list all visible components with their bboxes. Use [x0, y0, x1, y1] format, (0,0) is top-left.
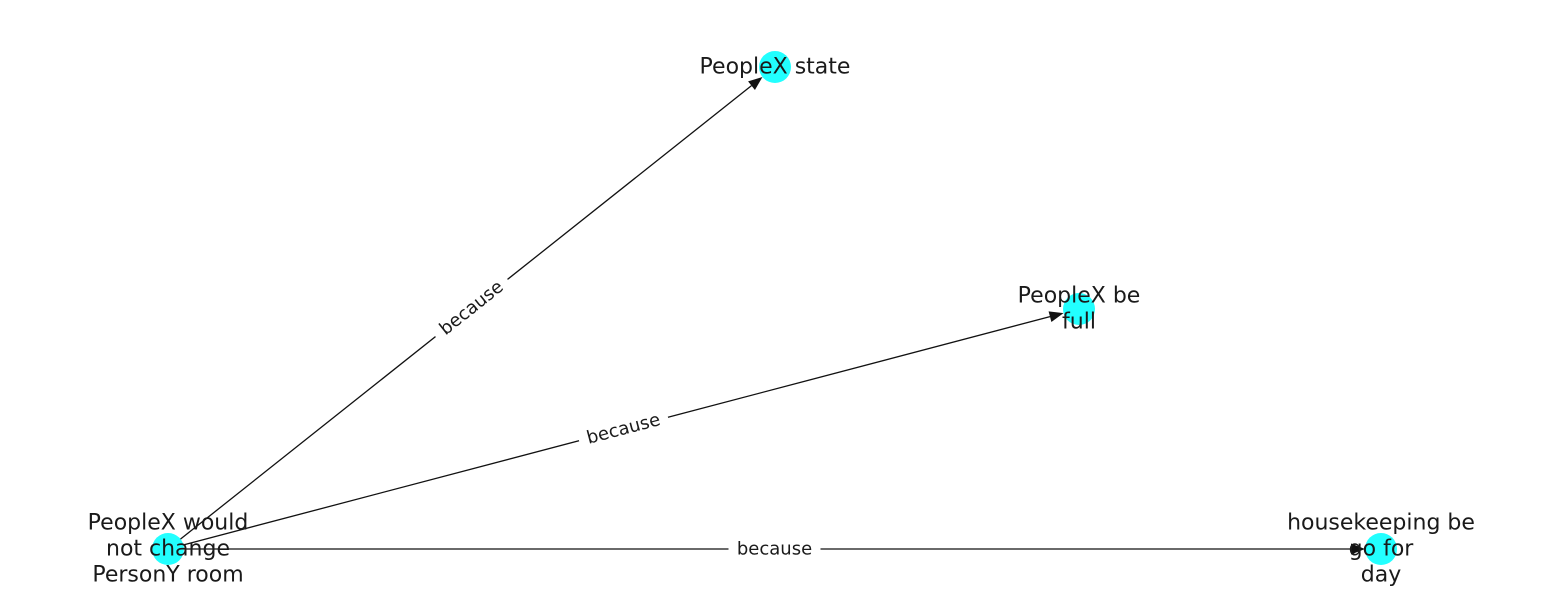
edge-label-text: because: [737, 539, 812, 560]
edge-label-background: [728, 536, 821, 562]
node-label-line: PeopleX be: [1018, 284, 1141, 309]
arrow-head-1: [1048, 311, 1064, 322]
arrow-head-0: [748, 76, 763, 90]
node-label-line: PeopleX would: [88, 511, 249, 536]
node-labels-layer: PeopleX would not change PersonY roomPeopl…: [88, 55, 1475, 588]
node-label-line: not change: [106, 537, 230, 562]
node-label-line: PeopleX state: [700, 55, 851, 80]
node-label-house: housekeeping be go for day: [1287, 511, 1475, 588]
node-label-line: PersonY room: [92, 563, 243, 588]
node-house: [1365, 533, 1397, 565]
arrow-head-2: [1351, 543, 1365, 555]
edge-label-text: because: [584, 409, 662, 448]
node-label-line: day: [1361, 563, 1401, 588]
node-src: [152, 533, 184, 565]
edge-label-2: because: [728, 536, 821, 562]
edge-label-0: because: [427, 269, 516, 347]
edge-label-background: [575, 404, 672, 454]
edge-label-1: because: [575, 404, 672, 454]
node-label-full: PeopleX be full: [1018, 284, 1141, 335]
node-label-state: PeopleX state: [700, 55, 851, 80]
node-state: [759, 51, 791, 83]
node-full: [1063, 293, 1095, 325]
node-label-src: PeopleX would not change PersonY room: [88, 511, 249, 588]
edge-label-text: because: [435, 276, 507, 339]
edge-labels-layer: because because because: [427, 269, 821, 562]
edge-label-background: [427, 269, 516, 347]
node-label-line: housekeeping be: [1287, 511, 1475, 536]
nodes-layer: [152, 51, 1397, 565]
node-label-line: go for: [1349, 537, 1415, 562]
node-label-line: full: [1062, 310, 1096, 335]
edges-layer: [167, 76, 1365, 555]
